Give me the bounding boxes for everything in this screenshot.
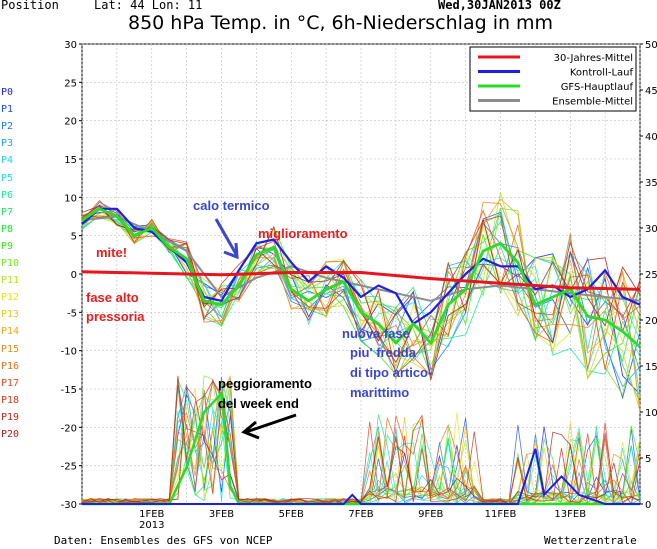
member-label-p6: P6 <box>1 189 14 201</box>
y-tick-label-right: 15 <box>645 362 657 373</box>
legend-label: GFS-Hauptlauf <box>561 82 634 93</box>
member-label-p14: P14 <box>1 326 20 338</box>
annotation-tipo-artico: di tipo artico- <box>350 365 433 380</box>
precip-lines <box>81 374 641 506</box>
y-tick-label-left: -20 <box>61 423 77 434</box>
y-tick-label-left: 30 <box>64 40 77 51</box>
member-label-p11: P11 <box>1 275 20 287</box>
member-label-p13: P13 <box>1 309 20 321</box>
y-tick-label-right: 35 <box>645 178 657 189</box>
member-line-p18 <box>81 214 641 376</box>
y-tick-label-right: 25 <box>645 270 657 281</box>
y-tick-label-right: 10 <box>645 408 657 419</box>
gfs-precip-line <box>82 390 640 506</box>
arrow-peggioramento <box>245 413 297 434</box>
member-precip-p12 <box>81 387 641 505</box>
annotation-fase-alto: fase alto <box>86 290 139 305</box>
member-label-p10: P10 <box>1 258 20 269</box>
y-axis-left: 30 25 20 15 10 5 0 -5 -10 -15 -20 -25 -30 <box>61 40 82 511</box>
member-label-p12: P12 <box>1 292 20 304</box>
y-tick-label-left: 0 <box>71 270 77 281</box>
member-label-p4: P4 <box>1 155 14 167</box>
member-label-p5: P5 <box>1 172 14 184</box>
y-tick-label-right: 50 <box>645 40 657 51</box>
y-tick-label-left: -5 <box>67 308 77 319</box>
member-precip-p16 <box>81 412 641 505</box>
x-tick-label: 13FEB <box>554 509 586 520</box>
y-tick-label-left: 25 <box>64 78 77 89</box>
legend-label: 30-Jahres-Mittel <box>554 53 633 64</box>
y-tick-label-left: -30 <box>61 500 77 511</box>
series-line-gfs-hauptlauf <box>81 207 641 348</box>
y-tick-label-left: 20 <box>64 117 77 128</box>
member-label-p17: P17 <box>1 377 20 389</box>
footer-credit: Wetterzentrale <box>544 534 637 547</box>
y-tick-label-left: 10 <box>64 193 77 204</box>
annotation-piu-fredda: piu' fredda <box>350 345 416 360</box>
annotation-marittimo: marittimo <box>350 385 410 400</box>
position-label: Position <box>1 0 59 12</box>
x-tick-label: 3FEB <box>209 509 234 520</box>
series-lines <box>81 207 641 348</box>
y-tick-label-left: 5 <box>71 232 77 243</box>
y-tick-label-left: -25 <box>61 462 77 473</box>
member-label-p0: P0 <box>1 87 14 98</box>
member-line-p17 <box>81 199 641 371</box>
y-tick-label-left: -15 <box>61 385 77 396</box>
y-tick-label-right: 0 <box>645 500 651 511</box>
y-tick-label-right: 30 <box>645 224 657 235</box>
member-label-p18: P18 <box>1 394 20 406</box>
x-tick-label: 7FEB <box>348 509 373 520</box>
y-tick-label-left: 15 <box>64 155 77 166</box>
y-tick-label-left: -10 <box>61 347 77 358</box>
series-line-30-jahres-mittel <box>81 270 641 291</box>
legend-label: Ensemble-Mittel <box>552 97 633 108</box>
member-label-p15: P15 <box>1 343 20 355</box>
arrow-peggioramento-head <box>241 420 260 440</box>
annotation-calo-termico: calo termico <box>193 198 270 213</box>
member-label-p19: P19 <box>1 411 20 423</box>
x-tick-label: 9FEB <box>418 509 443 520</box>
x-tick-label: 11FEB <box>485 509 517 520</box>
member-label-p9: P9 <box>1 240 14 252</box>
control-precip-line <box>82 448 640 505</box>
annotation-pressoria: pressoria <box>86 309 145 324</box>
member-precip-p20 <box>81 386 641 505</box>
y-tick-label-right: 5 <box>645 454 651 465</box>
annotation-week-end: del week end <box>218 396 299 411</box>
member-label-p20: P20 <box>1 429 20 440</box>
footer-source: Daten: Ensembles des GFS von NCEP <box>54 534 273 547</box>
y-tick-label-right: 40 <box>645 132 657 143</box>
chart-title: 850 hPa Temp. in °C, 6h-Niederschlag in … <box>128 12 554 34</box>
annotation-mite: mite! <box>96 245 128 260</box>
member-label-p2: P2 <box>1 121 14 133</box>
run-date: Wed,30JAN2013 00Z <box>438 0 561 12</box>
member-label-p1: P1 <box>1 104 14 116</box>
member-label-p8: P8 <box>1 223 14 235</box>
member-label-p3: P3 <box>1 138 14 150</box>
member-line-p9 <box>81 207 641 380</box>
x-tick-label: 1FEB <box>139 509 164 520</box>
x-tick-label: 2013 <box>139 520 164 531</box>
arrow-calo-termico-head <box>223 242 239 260</box>
annotation-peggioramento: peggioramento <box>218 376 312 391</box>
series-line-ensemble-mittel <box>81 215 641 302</box>
annotation-nuova-fase: nuova fase <box>342 326 410 341</box>
y-tick-label-right: 20 <box>645 316 657 327</box>
member-label-p7: P7 <box>1 206 14 218</box>
x-tick-label: 5FEB <box>279 509 304 520</box>
member-label-p16: P16 <box>1 360 20 372</box>
lat-lon-label: Lat: 44 Lon: 11 <box>94 0 203 12</box>
arrow-calo-termico <box>214 218 238 255</box>
y-tick-label-right: 45 <box>645 86 657 97</box>
legend-label: Kontroll-Lauf <box>570 68 634 79</box>
annotation-miglioramento: miglioramento <box>258 226 348 241</box>
legend: 30-Jahres-Mittel Kontroll-Lauf GFS-Hauptla… <box>469 46 637 112</box>
